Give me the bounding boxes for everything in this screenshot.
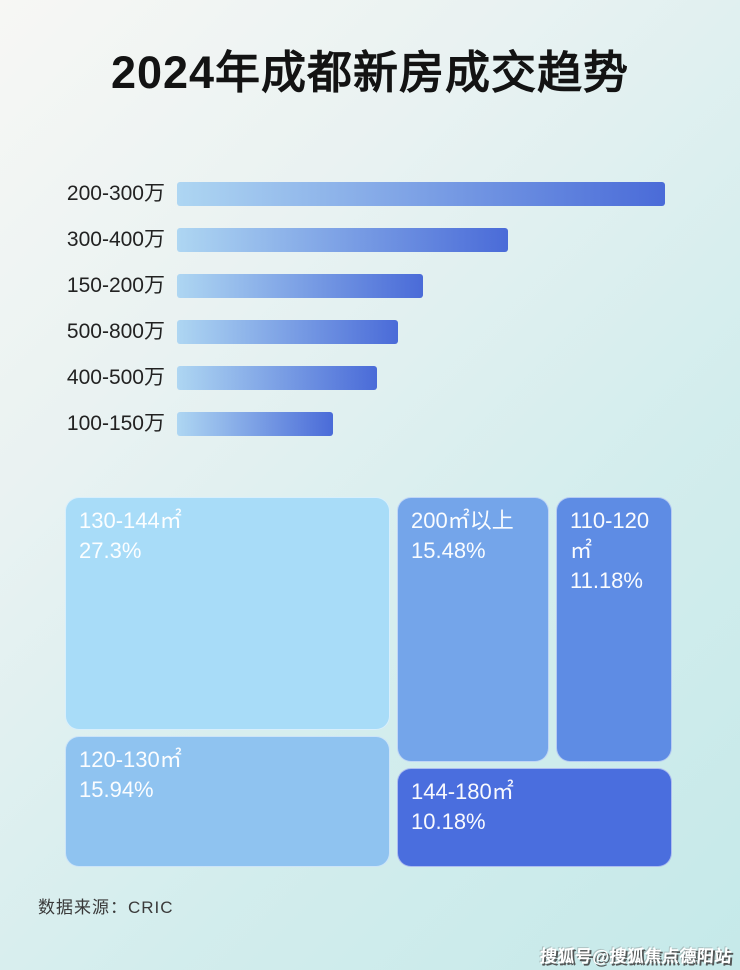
tile-area-range-label: 200㎡以上 — [411, 508, 514, 533]
bar — [177, 274, 423, 298]
bar-category-label: 500-800万 — [66, 320, 165, 343]
bar — [177, 366, 377, 390]
bar-row: 200-300万 — [30, 182, 720, 206]
tile-percent-label: 27.3% — [79, 538, 142, 563]
tile-area-range-label: 130-144㎡ — [79, 508, 182, 533]
bar-row: 150-200万 — [30, 274, 720, 298]
tile-percent-label: 15.48% — [411, 538, 486, 563]
page-title: 2024年成都新房成交趋势 — [110, 47, 630, 98]
watermark-label: 搜狐号@搜狐焦点德阳站 — [539, 947, 733, 966]
bar-category-label: 100-150万 — [66, 412, 165, 435]
bar — [177, 182, 665, 206]
tile-area-range-label: 120-130㎡ — [79, 747, 182, 772]
bar-category-label: 400-500万 — [66, 366, 165, 389]
treemap-tile: 200㎡以上 15.48% — [397, 497, 549, 762]
bar-category-label: 300-400万 — [66, 228, 165, 251]
tile-area-range-label: 110-120㎡ — [570, 508, 650, 563]
bar — [177, 412, 333, 436]
treemap-tile: 144-180㎡ 10.18% — [397, 768, 672, 867]
bar-category-label: 200-300万 — [66, 182, 165, 205]
tile-percent-label: 11.18% — [570, 568, 643, 593]
tile-area-range-label: 144-180㎡ — [411, 779, 514, 804]
bar-row: 100-150万 — [30, 412, 720, 436]
bar-row: 500-800万 — [30, 320, 720, 344]
bar-row: 300-400万 — [30, 228, 720, 252]
bar-chart: 200-300万 300-400万 150-200万 500-800万 400-500万… — [30, 182, 720, 458]
bar — [177, 228, 508, 252]
treemap-tile: 130-144㎡ 27.3% — [65, 497, 390, 730]
bar-row: 400-500万 — [30, 366, 720, 390]
treemap: 130-144㎡ 27.3% 120-130㎡ 15.94% 200㎡以上 15.48% 1… — [65, 497, 672, 867]
bar-category-label: 150-200万 — [66, 274, 165, 297]
bar — [177, 320, 398, 344]
treemap-tile: 110-120㎡ 11.18% — [556, 497, 672, 762]
tile-percent-label: 10.18% — [411, 809, 486, 834]
treemap-tile: 120-130㎡ 15.94% — [65, 736, 390, 867]
data-source-label: 数据来源：CRIC — [38, 898, 174, 917]
tile-percent-label: 15.94% — [79, 777, 154, 802]
